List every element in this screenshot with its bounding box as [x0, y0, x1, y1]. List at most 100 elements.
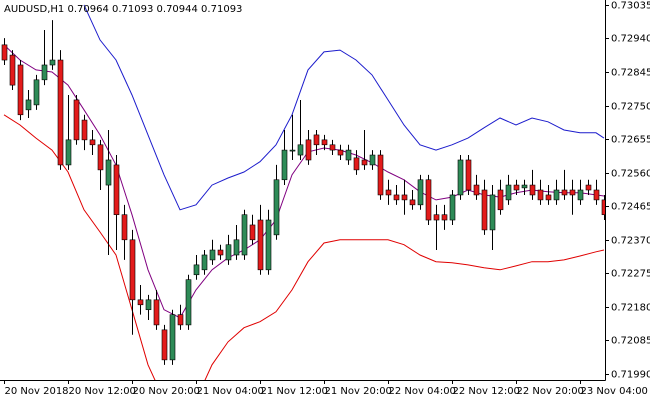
candle-body: [81, 119, 88, 141]
candle-body: [553, 189, 560, 201]
candle-body: [57, 59, 64, 166]
x-tick-label: 22 Nov 04:00: [389, 386, 456, 397]
candle-body: [161, 329, 168, 361]
candle-body: [489, 194, 496, 231]
candle-body: [393, 194, 400, 201]
x-tick-label: 21 Nov 20:00: [325, 386, 392, 397]
y-tick-label: 0.72085: [611, 336, 650, 347]
candle-body: [361, 159, 368, 166]
candle-body: [137, 299, 144, 306]
candle-body: [305, 139, 312, 161]
candle-body: [569, 189, 576, 196]
candle-body: [345, 149, 352, 161]
candle-body: [457, 159, 464, 196]
candle-body: [313, 134, 320, 146]
candle-body: [289, 149, 296, 152]
candle-body: [113, 164, 120, 216]
candle-body: [25, 99, 32, 111]
y-tick-label: 0.72560: [611, 169, 650, 180]
candle-body: [409, 199, 416, 206]
candle-body: [145, 299, 152, 311]
y-tick-label: 0.73035: [611, 1, 650, 12]
candle-body: [281, 149, 288, 181]
candle-body: [177, 314, 184, 326]
candle-body: [449, 194, 456, 221]
x-tick-label: 21 Nov 12:00: [261, 386, 328, 397]
candle-body: [97, 144, 104, 171]
candle-body: [321, 139, 328, 146]
candle-body: [65, 139, 72, 166]
candle-body: [249, 224, 256, 241]
x-tick-label: 20 Nov 20:00: [133, 386, 200, 397]
candle-body: [265, 219, 272, 271]
candle-body: [1, 44, 8, 61]
candle-body: [185, 279, 192, 326]
candle-body: [465, 159, 472, 191]
candle-body: [385, 189, 392, 196]
y-tick-label: 0.71990: [611, 370, 650, 381]
y-tick-label: 0.72750: [611, 102, 650, 113]
candle-body: [425, 179, 432, 221]
plot-area: [1, 4, 605, 380]
candle-body: [193, 264, 200, 276]
candle-body: [377, 154, 384, 196]
candle-body: [257, 219, 264, 271]
candle-body: [121, 214, 128, 241]
candle-body: [225, 244, 232, 261]
x-tick-label: 22 Nov 20:00: [517, 386, 584, 397]
x-tick-label: 20 Nov 12:00: [69, 386, 136, 397]
candle-body: [353, 157, 360, 171]
x-tick-label: 23 Nov 04:00: [581, 386, 648, 397]
candle-body: [9, 54, 16, 86]
band-line: [3, 114, 605, 380]
candle-body: [209, 249, 216, 261]
candle-body: [169, 314, 176, 361]
chart-title: AUDUSD,H1 0.70964 0.71093 0.70944 0.7109…: [4, 4, 242, 15]
candle-body: [601, 199, 605, 216]
candle-body: [233, 239, 240, 256]
candle-body: [201, 254, 208, 271]
x-tick-label: 22 Nov 12:00: [453, 386, 520, 397]
candle-body: [17, 64, 24, 116]
candle-body: [481, 189, 488, 231]
candle-body: [129, 239, 136, 301]
candle-body: [593, 189, 600, 201]
y-tick-label: 0.72465: [611, 202, 650, 213]
candle-body: [497, 189, 504, 211]
candle-body: [433, 214, 440, 221]
candle-body: [241, 214, 248, 256]
candle-body: [441, 214, 448, 221]
candle-body: [153, 299, 160, 326]
candle-body: [73, 99, 80, 141]
candle-body: [41, 64, 48, 81]
candle-body: [337, 149, 344, 156]
candle-body: [273, 179, 280, 236]
candle-body: [577, 189, 584, 201]
candle-body: [545, 194, 552, 201]
candle-body: [561, 189, 568, 196]
candle-body: [33, 79, 40, 106]
y-tick-label: 0.72845: [611, 68, 650, 79]
y-tick-label: 0.72940: [611, 34, 650, 45]
candle-body: [505, 184, 512, 201]
candle-body: [521, 184, 528, 189]
candle-body: [297, 144, 304, 156]
y-tick-label: 0.72370: [611, 236, 650, 247]
y-tick-label: 0.72655: [611, 135, 650, 146]
candle-body: [369, 154, 376, 166]
x-tick-label: 20 Nov 2018: [5, 386, 69, 397]
candle-body: [401, 194, 408, 201]
candle-body: [585, 184, 592, 191]
candle-body: [473, 184, 480, 196]
candle-body: [417, 179, 424, 206]
candle-body: [329, 144, 336, 151]
y-tick-label: 0.72180: [611, 303, 650, 314]
candle-body: [105, 159, 112, 186]
y-tick-label: 0.72275: [611, 269, 650, 280]
candle-body: [217, 249, 224, 256]
band-line: [83, 4, 605, 211]
candle-body: [537, 189, 544, 201]
